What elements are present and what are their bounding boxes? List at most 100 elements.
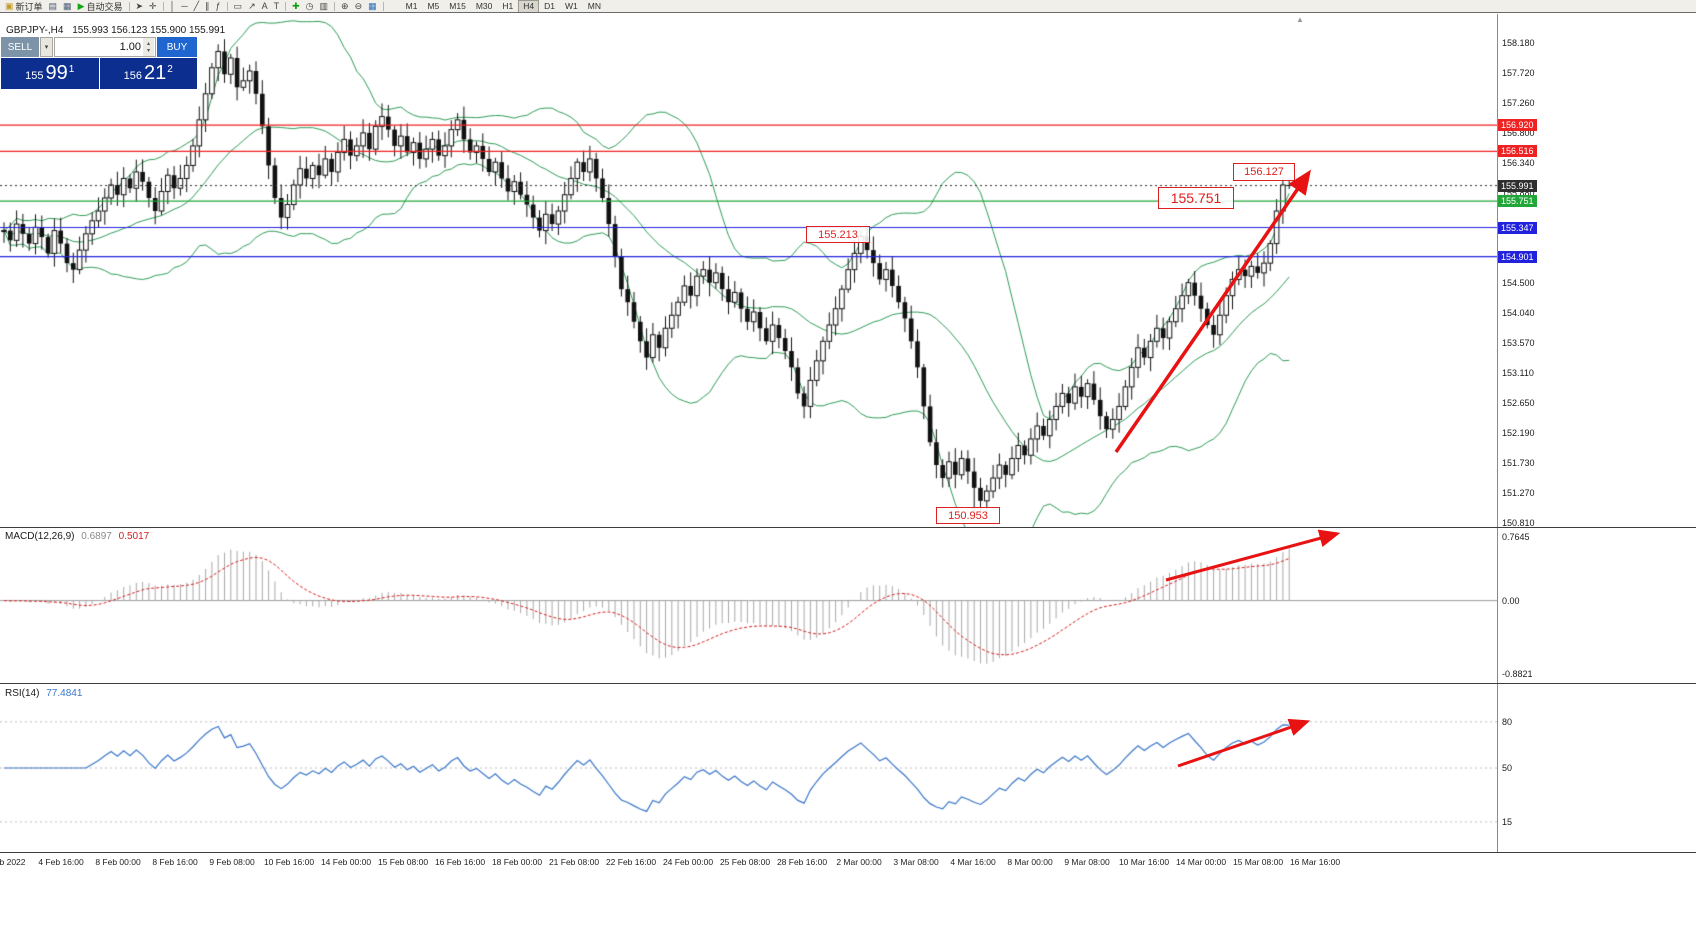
price-callout-155751[interactable]: 155.751 [1158, 187, 1234, 209]
rsi-current-value: 77.4841 [46, 688, 83, 699]
trade-panel-menu-button[interactable]: ▾ [40, 37, 53, 57]
crosshair-tool[interactable]: ✛ [146, 1, 160, 12]
vertical-line-tool[interactable]: │ [167, 1, 179, 12]
cursor-tool[interactable]: ➤ [133, 1, 147, 12]
macd-axis-label: 0.7645 [1502, 532, 1530, 542]
tile-windows-icon: ▦ [368, 1, 377, 11]
price-tick: 151.730 [1502, 458, 1535, 469]
price-tick: 156.340 [1502, 157, 1535, 168]
sell-button[interactable]: SELL [1, 37, 39, 57]
add-indicator-button[interactable]: ✚ [289, 1, 303, 12]
rsi-panel-canvas[interactable] [0, 684, 1497, 852]
ask-price-big-digits: 21 [144, 62, 167, 84]
fibonacci-tool[interactable]: ƒ [213, 1, 224, 12]
timeframe-mn-button[interactable]: MN [587, 0, 601, 11]
chart-shift-marker-icon[interactable]: ▲ [1296, 15, 1304, 24]
timeframe-m15-button[interactable]: M15 [449, 0, 466, 11]
panel-separator[interactable] [0, 527, 1696, 528]
time-label: 9 Mar 08:00 [1064, 857, 1110, 867]
macd-panel-canvas[interactable] [0, 528, 1497, 683]
tile-windows-icon[interactable]: ▦ [365, 1, 380, 12]
price-tick: 153.110 [1502, 368, 1534, 379]
text-tool[interactable]: A [259, 1, 271, 12]
timeframe-m5-button[interactable]: M5 [427, 0, 440, 11]
text-label-tool[interactable]: T [271, 1, 283, 12]
time-label: 9 Feb 08:00 [209, 857, 255, 867]
panel-separator[interactable] [0, 683, 1696, 684]
time-label: 4 Feb 16:00 [38, 857, 84, 867]
lot-size-value[interactable]: 1.00 [119, 41, 141, 53]
price-tick: 154.040 [1502, 307, 1535, 318]
profiles-icon[interactable]: ▦ [60, 1, 75, 12]
time-label: 28 Feb 16:00 [776, 857, 828, 867]
new-order-button[interactable]: ▣ 新订单 [2, 1, 46, 12]
buy-button[interactable]: BUY [157, 37, 197, 57]
price-callout-150953[interactable]: 150.953 [936, 507, 1000, 524]
zoom-in-icon: ⊕ [341, 1, 349, 11]
toolbar-separator [162, 1, 164, 11]
trendline-tool[interactable]: ╱ [191, 1, 202, 12]
time-label: 10 Feb 16:00 [263, 857, 315, 867]
text-icon: A [261, 1, 268, 11]
time-label: 15 Feb 08:00 [377, 857, 429, 867]
time-label: 4 Feb 2022 [0, 857, 26, 867]
timeframe-m30-button[interactable]: M30 [475, 0, 493, 11]
price-callout-155213[interactable]: 155.213 [806, 226, 870, 243]
rsi-level-label: 50 [1502, 763, 1513, 773]
one-click-trading-panel: SELL ▾ 1.00 ▴ ▾ BUY 155 99 1 156 21 2 [1, 37, 197, 89]
equidistant-channel-tool[interactable]: ∥ [202, 1, 213, 12]
trendline-icon: ╱ [193, 1, 200, 11]
timeframe-m1-button[interactable]: M1 [405, 0, 418, 11]
time-label: 4 Mar 16:00 [950, 857, 996, 867]
zoom-in-button[interactable]: ⊕ [338, 1, 352, 12]
timeframe-d1-button[interactable]: D1 [544, 0, 555, 11]
equidistant-channel-icon: ∥ [205, 1, 210, 11]
period-button[interactable]: ◷ [303, 1, 317, 12]
time-label: 8 Feb 00:00 [95, 857, 141, 867]
add-indicator-icon: ✚ [292, 1, 300, 11]
price-callout-156127[interactable]: 156.127 [1233, 163, 1295, 181]
chart-window-icon[interactable]: ▤ [46, 1, 61, 12]
shapes-tool[interactable]: ▭ [231, 1, 246, 12]
price-tick: 152.190 [1502, 428, 1535, 439]
price-tick: 155.880 [1502, 187, 1535, 198]
price-tick: 152.650 [1502, 398, 1535, 409]
lot-stepper[interactable]: ▴ ▾ [143, 38, 154, 56]
rsi-name: RSI(14) [5, 688, 40, 699]
stepper-up-icon[interactable]: ▴ [146, 41, 150, 47]
timeframe-w1-button[interactable]: W1 [565, 0, 578, 11]
ask-price-button[interactable]: 156 21 2 [99, 58, 197, 89]
time-label: 16 Feb 16:00 [434, 857, 486, 867]
profiles-icon: ▦ [63, 1, 72, 11]
arrows-tool[interactable]: ↗ [245, 1, 259, 12]
timeframe-h4-button[interactable]: H4 [518, 0, 540, 12]
macd-axis-label: 0.00 [1502, 595, 1520, 606]
template-button[interactable]: ▥ [317, 1, 332, 12]
text-label-icon: T [273, 1, 280, 11]
macd-axis-label: -0.8821 [1502, 669, 1533, 679]
auto-trading-button-label: 自动交易 [86, 1, 123, 12]
timeframe-h1-button[interactable]: H1 [502, 0, 514, 11]
bid-price-prefix: 155 [25, 70, 44, 82]
horizontal-line-tool[interactable]: ─ [178, 1, 190, 12]
auto-trading-button[interactable]: ▶ 自动交易 [75, 1, 126, 12]
price-tick: 156.800 [1502, 127, 1535, 138]
time-label: 10 Mar 16:00 [1118, 857, 1170, 867]
vertical-line-icon: │ [169, 1, 176, 11]
rsi-level-label: 80 [1502, 716, 1513, 727]
ask-price-pipette: 2 [167, 64, 173, 75]
bid-price-button[interactable]: 155 99 1 [1, 58, 99, 89]
price-chart-canvas[interactable] [0, 14, 1497, 527]
time-label: 8 Feb 16:00 [152, 857, 198, 867]
rsi-level-label: 15 [1502, 816, 1513, 827]
stepper-down-icon[interactable]: ▾ [146, 48, 150, 54]
hline-price-label-154901: 154.901 [1498, 250, 1537, 263]
horizontal-line-icon: ─ [181, 1, 188, 11]
arrows-icon: ↗ [248, 1, 256, 11]
time-label: 25 Feb 08:00 [719, 857, 771, 867]
time-label: 24 Feb 00:00 [662, 857, 714, 867]
time-label: 18 Feb 00:00 [491, 857, 543, 867]
price-tick: 157.720 [1502, 67, 1535, 78]
lot-size-field[interactable]: 1.00 ▴ ▾ [54, 37, 156, 57]
zoom-out-button[interactable]: ⊖ [352, 1, 366, 12]
